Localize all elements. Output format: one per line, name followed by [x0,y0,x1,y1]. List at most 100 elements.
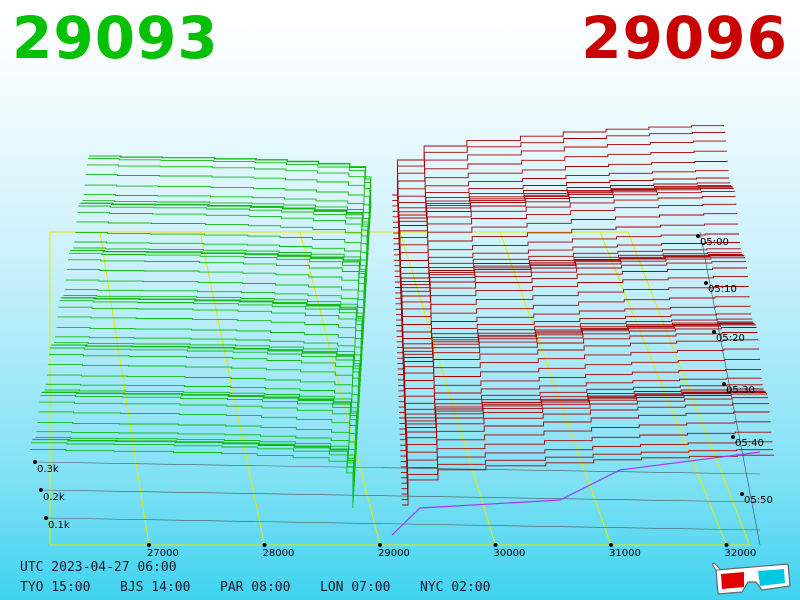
time-tick-label: 05:40 [735,438,764,449]
bid-depth-line [48,354,360,414]
volume-tick-label: 0.1k [48,520,70,531]
time-tick-label: 05:50 [744,495,773,506]
bid-depth-line [67,259,365,319]
bid-depth-line [54,342,361,387]
volume-tick-marker [33,460,37,464]
price-tick-marker [378,543,382,547]
bid-depth-line [84,184,370,235]
ask-price: 29096 [581,4,788,72]
bid-depth-line [71,250,366,303]
time-tick-marker [704,281,708,285]
baseline-line [391,451,761,536]
bid-depth-line [53,344,361,393]
bid-depth-line [77,211,368,272]
grid-line-5 [599,231,727,546]
time-tick-label: 05:30 [726,385,755,396]
ask-depth-line [394,213,738,278]
ask-depth-line [400,391,766,452]
bid-depth-line [79,202,369,261]
bid-depth-line [32,439,354,498]
bid-depth-line [72,249,366,298]
bid-depth-line [37,422,356,472]
bid-depth-line [64,288,364,335]
price-tick-marker [147,543,151,547]
bid-depth-line [85,173,370,230]
bid-depth-line [74,241,367,287]
clock-lon: LON 07:00 [320,580,391,595]
bid-depth-line [56,327,362,377]
price-tick-label: 27000 [147,548,179,559]
bid-depth-line [38,411,356,466]
bid-depth-line [76,221,368,277]
price-tick-marker [262,543,267,547]
time-tick-marker [731,435,735,439]
bid-depth-line [50,347,360,408]
price-tick-marker [493,543,498,547]
bid-depth-line [61,297,363,351]
bid-depth-line [63,294,364,340]
bid-depth-line [62,297,364,345]
bid-depth-line [59,300,363,361]
bid-depth-line [35,436,355,482]
bid-depth-line [66,268,365,324]
bid-depth-line [36,431,356,477]
bid-depth-line [87,158,371,219]
bid-depth-line [41,392,357,451]
bid-depth-line [75,232,367,282]
time-tick-label: 05:00 [700,237,729,248]
bid-depth-line [68,252,365,314]
bid-depth-line [86,164,371,224]
bid-depth-line [90,155,372,208]
ask-depth-line [393,186,733,250]
bid-depth-line [65,279,365,330]
grid-frame [49,231,751,546]
bid-depth-line [45,383,359,430]
clock-tyo: TYO 15:00 [20,580,91,595]
price-tick-label: 29000 [378,548,410,559]
bid-depth-line [51,344,360,403]
price-tick-label: 30000 [494,548,526,559]
time-tick-label: 05:20 [716,333,745,344]
grid-line-4 [499,231,612,546]
bid-depth-line [78,205,368,266]
time-tick-marker [740,492,744,496]
time-tick-marker [712,330,716,334]
ask-depth-line [397,313,752,365]
ask-depth-line [392,160,728,218]
grid-line-2 [299,231,381,546]
grid-line-1 [199,231,265,546]
bid-depth-line [70,250,366,308]
bid-depth-line [46,374,359,424]
bid-depth-line [83,194,370,240]
bid-depth-line [88,155,371,214]
time-tick-marker [696,234,700,238]
volume-guide-0 [34,461,761,475]
price-tick-marker [609,543,613,547]
bid-depth-line [57,316,362,372]
ask-depth-line [401,411,770,479]
volume-tick-marker [39,488,43,492]
utc-time: UTC 2023-04-27 06:00 [20,560,177,575]
bid-depth-line [44,389,358,435]
price-tick-label: 28000 [263,548,295,559]
bid-depth-line [60,297,363,356]
bid-depth-line [55,336,361,382]
price-tick-marker [724,543,729,547]
grid-line-0 [99,231,150,546]
bid-depth-line [43,391,358,440]
time-tick-label: 05:10 [708,284,737,295]
bid-depth-line [39,401,357,461]
bid-depth-line [52,344,360,398]
ask-depth-line [393,177,730,229]
ask-depth-line [394,203,737,272]
bid-depth-line [47,363,359,419]
ask-depth-line [398,331,758,403]
bid-depth-line [80,202,369,256]
volume-guide-1 [40,489,761,503]
3d-glasses-icon[interactable] [712,560,792,596]
ask-depth-line [399,348,760,413]
bid-depth-line [30,449,354,508]
time-guide [699,231,761,546]
bid-depth-line [73,247,367,293]
bid-depth-line [81,202,369,251]
